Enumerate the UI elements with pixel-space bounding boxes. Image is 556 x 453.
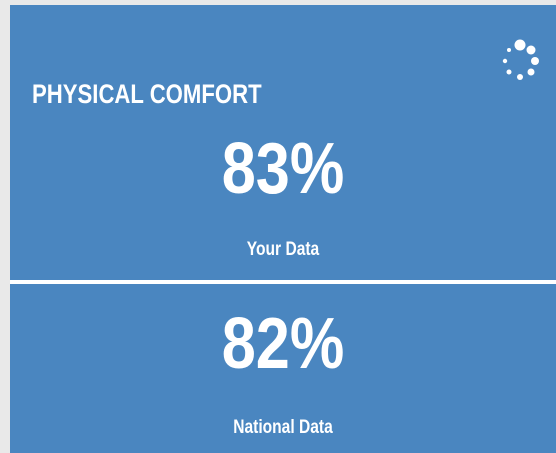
metric-label: Your Data <box>246 239 320 260</box>
metric-label: National Data <box>233 417 333 438</box>
card-title: PHYSICAL COMFORT <box>32 79 262 109</box>
metric-value: 83% <box>221 129 345 209</box>
metric-value: 82% <box>221 304 345 384</box>
metric-card: PHYSICAL COMFORT 83% Your Data 82% Natio… <box>10 5 556 453</box>
loading-spinner <box>502 39 539 80</box>
separator <box>10 280 556 284</box>
national-data-panel: 82% National Data <box>10 284 556 453</box>
your-data-panel: PHYSICAL COMFORT 83% Your Data <box>10 5 556 280</box>
